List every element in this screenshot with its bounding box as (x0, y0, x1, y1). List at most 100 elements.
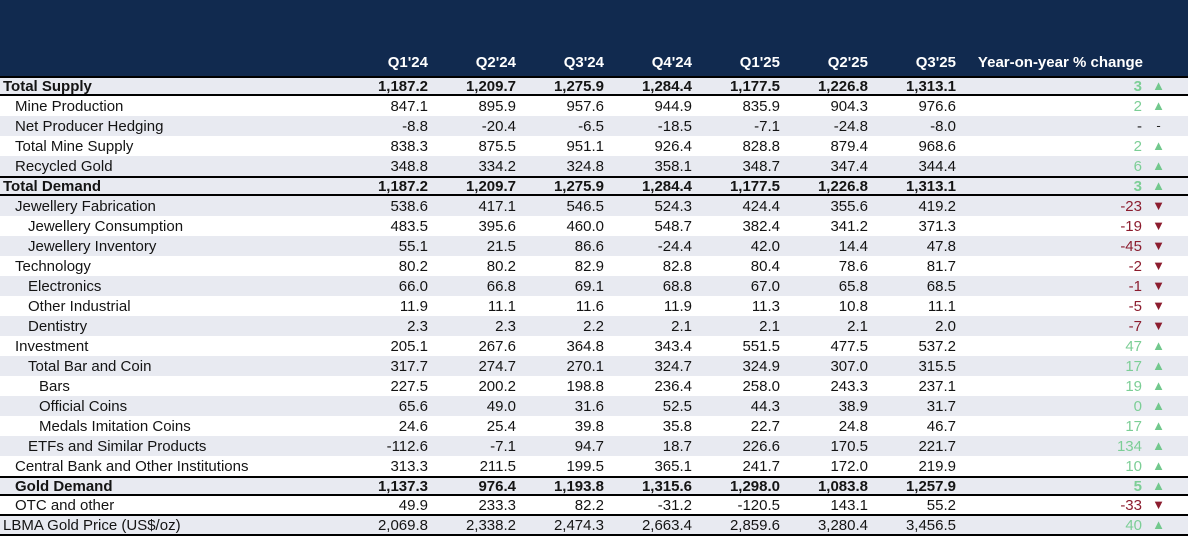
value-cell: 548.7 (654, 217, 692, 235)
value-cell: -120.5 (737, 496, 780, 514)
table-row: Total Demand 1,187.2 1,209.7 1,275.9 1,284.4… (0, 176, 1188, 196)
value-cell: 38.9 (838, 397, 868, 415)
yoy-value: 47 (1125, 337, 1142, 355)
up-triangle-icon: ▲ (1152, 338, 1165, 353)
yoy-cell: -2 ▼ (956, 256, 1188, 276)
value-cell: 365.1 (654, 457, 692, 475)
yoy-value: -33 (1120, 496, 1142, 514)
value-cell: 1,284.4 (641, 177, 692, 195)
value-cell: 78.6 (838, 257, 868, 275)
row-label: Medals Imitation Coins (39, 417, 191, 435)
value-cell: -112.6 (386, 437, 428, 455)
value-cell: 419.2 (918, 197, 956, 215)
table-row: Central Bank and Other Institutions 313.3… (0, 456, 1188, 476)
yoy-column-header: Year-on-year % change (977, 54, 1143, 71)
value-cell: 170.5 (830, 437, 868, 455)
value-cell: 2,859.6 (729, 516, 780, 534)
yoy-value: -19 (1120, 217, 1142, 235)
value-cell: 227.5 (390, 377, 428, 395)
value-cell: 82.9 (574, 257, 604, 275)
value-cell: 2,069.8 (377, 516, 428, 534)
table-row: Jewellery Consumption 483.5 395.6 460.0 548.… (0, 216, 1188, 236)
value-cell: 1,187.2 (377, 177, 428, 195)
row-label: Dentistry (28, 317, 88, 335)
row-label: Central Bank and Other Institutions (15, 457, 249, 475)
value-cell: 31.7 (926, 397, 956, 415)
value-cell: 1,083.8 (817, 477, 868, 495)
value-cell: 65.6 (398, 397, 428, 415)
value-cell: 226.6 (742, 437, 780, 455)
value-cell: 80.4 (750, 257, 780, 275)
table-header: Q1'24 Q2'24 Q3'24 Q4'24 Q1'25 Q2'25 Q3'25 Year-… (0, 0, 1188, 76)
value-cell: 324.7 (654, 357, 692, 375)
table-row: Medals Imitation Coins 24.6 25.4 39.8 35.8 22… (0, 416, 1188, 436)
yoy-value: 3 (1133, 177, 1142, 195)
yoy-cell: 40 ▲ (956, 515, 1188, 535)
value-cell: 86.6 (574, 237, 604, 255)
value-cell: 483.5 (390, 217, 428, 235)
yoy-cell: -7 ▼ (956, 316, 1188, 336)
value-cell: 1,284.4 (641, 77, 692, 95)
value-cell: 219.9 (918, 457, 956, 475)
value-cell: 55.1 (398, 237, 428, 255)
yoy-cell: -- (956, 116, 1188, 136)
table-row: Technology 80.2 80.2 82.9 82.8 80.4 78.6 81.7 -2… (0, 256, 1188, 276)
value-cell: 358.1 (654, 157, 692, 175)
value-cell: 957.6 (566, 97, 604, 115)
value-cell: 11.3 (751, 297, 780, 315)
value-cell: 66.0 (398, 277, 428, 295)
value-cell: 211.5 (479, 457, 516, 475)
value-cell: 258.0 (742, 377, 780, 395)
column-header-q224: Q2'24 (475, 54, 516, 71)
value-cell: 976.6 (918, 97, 956, 115)
table-row: Jewellery Fabrication 538.6 417.1 546.5 524.… (0, 196, 1188, 216)
yoy-value: -23 (1120, 197, 1142, 215)
up-triangle-icon: ▲ (1152, 178, 1165, 193)
value-cell: 2,474.3 (553, 516, 604, 534)
yoy-cell: -33 ▼ (956, 495, 1188, 515)
value-cell: 460.0 (566, 217, 604, 235)
table-row: Total Supply 1,187.2 1,209.7 1,275.9 1,284.4… (0, 76, 1188, 96)
row-label: Official Coins (39, 397, 128, 415)
value-cell: -8.0 (930, 117, 956, 135)
yoy-cell: 0 ▲ (956, 396, 1188, 416)
up-triangle-icon: ▲ (1152, 378, 1165, 393)
value-cell: 67.0 (750, 277, 780, 295)
row-label: Other Industrial (28, 297, 131, 315)
down-triangle-icon: ▼ (1152, 258, 1165, 273)
up-triangle-icon: ▲ (1152, 158, 1165, 173)
yoy-cell: 19 ▲ (956, 376, 1188, 396)
value-cell: 976.4 (478, 477, 516, 495)
down-triangle-icon: ▼ (1152, 497, 1165, 512)
yoy-value: 19 (1125, 377, 1142, 395)
value-cell: 221.7 (918, 437, 956, 455)
value-cell: 82.2 (574, 496, 604, 514)
value-cell: 343.4 (654, 337, 692, 355)
value-cell: -8.8 (402, 117, 428, 135)
value-cell: 348.8 (390, 157, 428, 175)
value-cell: 198.8 (566, 377, 604, 395)
value-cell: 317.7 (390, 357, 428, 375)
value-cell: 879.4 (830, 137, 868, 155)
value-cell: 2,338.2 (465, 516, 516, 534)
column-header-q325: Q3'25 (915, 54, 956, 71)
table-row: Dentistry 2.3 2.3 2.2 2.1 2.1 2.1 2.0 -7 ▼ (0, 316, 1188, 336)
yoy-value: -45 (1120, 237, 1142, 255)
table-row: Total Mine Supply 838.3 875.5 951.1 926.4 828… (0, 136, 1188, 156)
value-cell: 382.4 (742, 217, 780, 235)
value-cell: -24.8 (833, 117, 868, 135)
yoy-cell: 134 ▲ (956, 436, 1188, 456)
value-cell: 3,280.4 (817, 516, 868, 534)
table-row: Official Coins 65.6 49.0 31.6 52.5 44.3 38.9 31… (0, 396, 1188, 416)
value-cell: 241.7 (742, 457, 780, 475)
value-cell: 55.2 (926, 496, 956, 514)
value-cell: 267.6 (478, 337, 516, 355)
value-cell: 417.1 (478, 197, 516, 215)
value-cell: 22.7 (750, 417, 780, 435)
value-cell: 1,187.2 (377, 77, 428, 95)
table-row: Net Producer Hedging -8.8 -20.4 -6.5 -18.5 -7… (0, 116, 1188, 136)
value-cell: 243.3 (830, 377, 868, 395)
row-label: Total Mine Supply (15, 137, 134, 155)
value-cell: 1,177.5 (729, 177, 780, 195)
row-label: OTC and other (15, 496, 115, 514)
